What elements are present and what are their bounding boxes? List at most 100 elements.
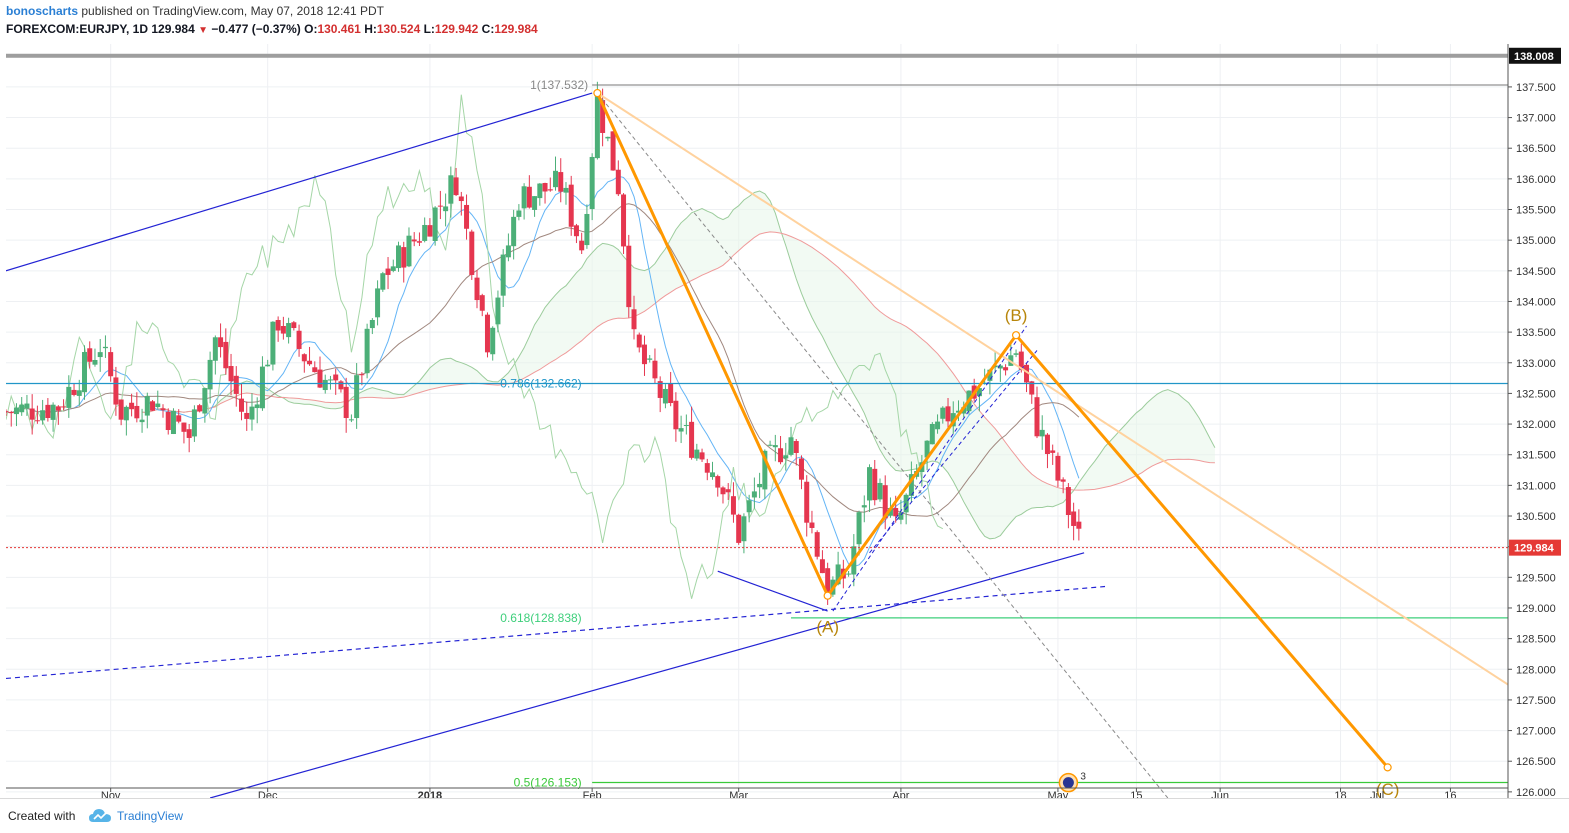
chikou-line	[6, 94, 944, 599]
candle-body	[1024, 364, 1030, 383]
candle-body	[699, 452, 705, 460]
candle-body	[118, 399, 124, 420]
candle-body	[882, 485, 888, 519]
candle-body	[997, 365, 1003, 369]
price-tick-label: 134.000	[1516, 296, 1556, 308]
author-link[interactable]: bonoscharts	[6, 4, 79, 18]
cloud-fill	[142, 191, 1215, 539]
candle-body	[437, 205, 443, 207]
candle-body	[6, 411, 9, 413]
candle-body	[150, 401, 156, 411]
candle-body	[359, 374, 365, 376]
candle-body	[762, 450, 768, 490]
price-axis[interactable]: 126.000 126.500 127.000 127.500 128.000 128.5…	[1507, 44, 1561, 799]
high-label: H:	[364, 22, 377, 36]
candle-body	[704, 463, 710, 473]
candle-body	[448, 175, 454, 204]
candle-body	[202, 388, 208, 414]
candle-body	[594, 94, 600, 159]
candle-body	[55, 406, 61, 411]
candle-body	[129, 402, 135, 410]
candle-body	[317, 369, 323, 388]
candle-body	[1044, 434, 1050, 455]
candle-body	[819, 559, 825, 574]
chart-footer: Created with TradingView	[0, 798, 1569, 833]
candle-body	[877, 482, 883, 500]
candle-body	[1003, 367, 1009, 371]
candle-body	[872, 468, 878, 501]
candle-body	[746, 500, 752, 513]
candle-body	[327, 379, 333, 381]
candle-body	[87, 348, 93, 362]
candle-body	[861, 505, 867, 508]
candle-body	[92, 359, 98, 365]
candle-body	[139, 419, 145, 423]
price-tick-label: 127.000	[1516, 726, 1556, 738]
candle-body	[929, 424, 935, 445]
candle-body	[835, 564, 841, 585]
candle-body	[134, 405, 140, 419]
candle-body	[505, 245, 511, 258]
wave-b-label: (B)	[1005, 306, 1028, 325]
candle-body	[553, 170, 559, 188]
candle-body	[380, 273, 386, 290]
candle-body	[338, 381, 344, 390]
candle-body	[1065, 487, 1071, 516]
candle-body	[406, 235, 412, 267]
candle-body	[301, 354, 307, 362]
candle-body	[71, 389, 77, 395]
candle-body	[725, 489, 731, 493]
price-tick-label: 132.500	[1516, 388, 1556, 400]
price-tick-label: 136.000	[1516, 174, 1556, 186]
candle-body	[1076, 521, 1082, 529]
candle-body	[186, 429, 192, 438]
candle-body	[856, 512, 862, 545]
candle-body	[228, 366, 234, 382]
candle-body	[720, 487, 726, 495]
last-price-badge-label: 129.984	[1514, 543, 1555, 555]
candle-body	[280, 326, 286, 334]
candle-body	[584, 213, 590, 246]
candle-body	[113, 377, 119, 405]
plot-area	[6, 44, 1508, 798]
candle-body	[453, 177, 459, 196]
candle-body	[924, 440, 930, 458]
candle-body	[364, 328, 370, 374]
candle-body	[479, 295, 485, 311]
candle-body	[275, 319, 281, 331]
senkou-b-line	[142, 231, 1215, 491]
candle-body	[568, 184, 574, 227]
candle-body	[935, 421, 941, 430]
candle-body	[636, 334, 642, 348]
price-tick-label: 131.000	[1516, 480, 1556, 492]
candle-body	[34, 420, 40, 422]
candle-body	[955, 410, 961, 413]
wave-point	[1383, 763, 1392, 772]
candle-body	[490, 327, 496, 355]
fib-786-label: 0.786(132.662)	[500, 376, 581, 390]
senkou-a-line	[142, 190, 1216, 540]
symbol-label[interactable]: FOREXCOM:EURJPY, 1D	[6, 22, 149, 36]
candle-body	[657, 381, 663, 398]
price-tick-label: 134.500	[1516, 266, 1556, 278]
candle-body	[181, 422, 187, 432]
price-tick-label: 135.500	[1516, 205, 1556, 217]
candle-body	[945, 406, 951, 422]
open-label: O:	[304, 22, 318, 36]
grid-lines	[6, 44, 1508, 793]
candle-body	[249, 406, 255, 420]
publish-text: published on TradingView.com, May 07, 20…	[81, 4, 384, 18]
tradingview-link[interactable]: TradingView	[117, 809, 184, 823]
candle-body	[678, 428, 684, 432]
candle-body	[783, 455, 789, 459]
candle-body	[809, 522, 815, 528]
candle-body	[432, 207, 438, 242]
candle-body	[390, 266, 396, 271]
candle-body	[537, 183, 543, 199]
chart-header: bonoscharts published on TradingView.com…	[0, 0, 1569, 44]
candle-body	[102, 346, 108, 349]
tradingview-cloud-icon[interactable]	[88, 807, 112, 825]
candle-body	[500, 254, 506, 296]
candle-body	[265, 364, 271, 367]
